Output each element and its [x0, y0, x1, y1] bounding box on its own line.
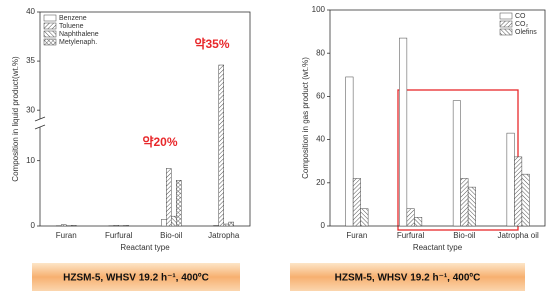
bar [228, 221, 234, 227]
legend-label: Metylenaph. [59, 39, 97, 46]
y-tick-label: 60 [316, 92, 325, 101]
x-axis-label: Reactant type [413, 243, 463, 252]
x-tick-label: Furan [346, 231, 367, 240]
x-tick-label: Furfural [397, 231, 425, 240]
bar [467, 186, 476, 227]
bar [414, 217, 423, 227]
legend-swatch [43, 14, 57, 22]
legend-swatch [43, 22, 57, 30]
x-tick-label: Jatropha oil [497, 231, 539, 240]
bar [345, 76, 354, 227]
legend-label: Naphthalene [59, 31, 99, 38]
y-tick-label: 35 [26, 56, 35, 65]
bar [514, 156, 523, 227]
x-tick-label: Bio-oil [160, 231, 182, 240]
annotation: 약35% [194, 36, 229, 51]
bar [399, 37, 408, 227]
y-tick-label: 20 [316, 178, 325, 187]
legend-label: Toluene [59, 23, 84, 30]
footer-box [32, 263, 240, 291]
bar [452, 100, 461, 227]
annotation: 약20% [142, 134, 177, 149]
legend-label: Benzene [59, 15, 87, 22]
y-axis-label: Composition in gas product (wt.%) [301, 57, 310, 179]
x-tick-label: Furfural [105, 231, 133, 240]
bar [213, 225, 219, 227]
plot-frame [329, 9, 546, 227]
bar [176, 180, 182, 227]
y-tick-label: 100 [312, 5, 326, 14]
footer-text: HZSM-5, WHSV 19.2 h⁻¹, 400ºC [335, 273, 481, 284]
axis-break [34, 116, 46, 122]
legend-label: Olefins [515, 29, 537, 36]
y-tick-label: 0 [321, 221, 326, 230]
legend-label: CO [515, 13, 526, 20]
bar [506, 132, 515, 227]
legend-label: CO₂ [515, 21, 529, 28]
bar [352, 178, 361, 227]
y-tick-label: 40 [316, 135, 325, 144]
y-tick-label: 10 [26, 156, 35, 165]
y-tick-label: 40 [26, 7, 35, 16]
bar [218, 64, 224, 227]
bar [223, 223, 229, 227]
bar [113, 225, 119, 227]
bar [123, 225, 129, 227]
legend-swatch [499, 12, 513, 20]
y-tick-label: 80 [316, 48, 325, 57]
footer-text: HZSM-5, WHSV 19.2 h⁻¹, 400ºC [63, 273, 209, 284]
bar [61, 224, 67, 227]
y-tick-label: 0 [31, 221, 36, 230]
bar [71, 225, 77, 227]
bar [460, 178, 469, 227]
bar [521, 173, 530, 227]
footer-box [290, 263, 525, 291]
legend-swatch [499, 20, 513, 28]
bar [161, 219, 167, 227]
legend-swatch [43, 30, 57, 38]
legend-swatch [499, 28, 513, 36]
axis-break-gap [36, 119, 44, 127]
axis-break [34, 124, 46, 130]
y-tick-label: 30 [26, 105, 35, 114]
y-axis-label: Composition in liquid product(wt.%) [11, 56, 20, 182]
bar [171, 215, 177, 227]
bar [406, 208, 415, 227]
x-tick-label: Bio-oil [453, 231, 475, 240]
legend-swatch [43, 38, 57, 46]
x-tick-label: Furan [56, 231, 77, 240]
x-axis-label: Reactant type [120, 243, 170, 252]
bar [166, 168, 172, 227]
x-tick-label: Jatropha [208, 231, 240, 240]
bar [360, 208, 369, 227]
